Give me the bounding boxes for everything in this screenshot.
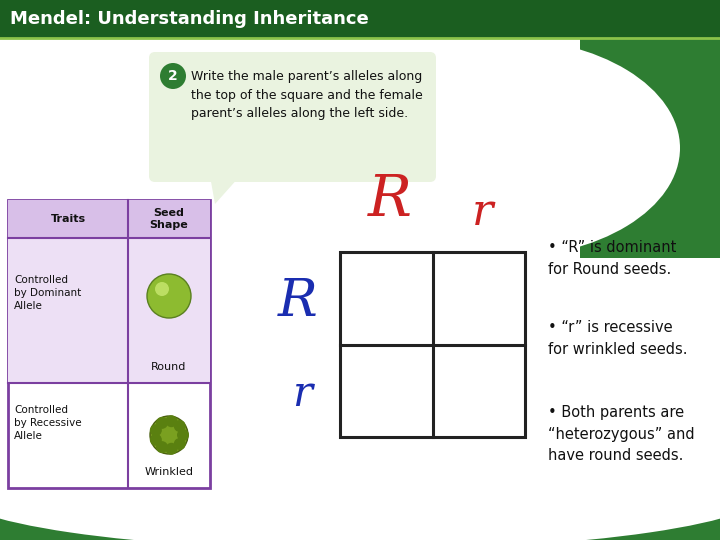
Ellipse shape — [320, 38, 680, 258]
FancyBboxPatch shape — [149, 52, 436, 182]
Text: 2: 2 — [168, 69, 178, 83]
Circle shape — [156, 417, 168, 429]
Circle shape — [147, 274, 191, 318]
Text: Round: Round — [151, 362, 186, 372]
Circle shape — [177, 429, 189, 441]
Circle shape — [150, 416, 188, 454]
Text: r: r — [472, 191, 493, 234]
Text: r: r — [292, 374, 312, 415]
Circle shape — [166, 443, 177, 455]
Text: R: R — [278, 276, 318, 327]
FancyBboxPatch shape — [340, 252, 525, 437]
Text: Controlled
by Dominant
Allele: Controlled by Dominant Allele — [14, 275, 81, 311]
FancyBboxPatch shape — [580, 38, 720, 258]
Ellipse shape — [0, 430, 720, 540]
Text: Write the male parent’s alleles along
the top of the square and the female
paren: Write the male parent’s alleles along th… — [191, 70, 423, 120]
Circle shape — [150, 424, 162, 436]
FancyBboxPatch shape — [8, 200, 210, 238]
Text: R: R — [368, 172, 412, 228]
Text: Wrinkled: Wrinkled — [145, 467, 194, 477]
Circle shape — [156, 441, 168, 453]
Circle shape — [166, 415, 177, 427]
Text: • “R” is dominant
for Round seeds.: • “R” is dominant for Round seeds. — [548, 240, 676, 276]
FancyBboxPatch shape — [0, 0, 720, 38]
Circle shape — [150, 434, 162, 446]
Circle shape — [174, 420, 186, 432]
Circle shape — [155, 282, 169, 296]
FancyBboxPatch shape — [8, 238, 210, 383]
Text: Seed
Shape: Seed Shape — [150, 208, 189, 230]
Text: • “r” is recessive
for wrinkled seeds.: • “r” is recessive for wrinkled seeds. — [548, 320, 688, 356]
Text: Mendel: Understanding Inheritance: Mendel: Understanding Inheritance — [10, 10, 369, 28]
Polygon shape — [210, 176, 240, 204]
Text: Traits: Traits — [50, 214, 86, 224]
FancyBboxPatch shape — [0, 490, 720, 540]
FancyBboxPatch shape — [8, 200, 210, 488]
Text: Controlled
by Recessive
Allele: Controlled by Recessive Allele — [14, 404, 81, 441]
Text: • Both parents are
“heterozygous” and
have round seeds.: • Both parents are “heterozygous” and ha… — [548, 405, 695, 463]
Circle shape — [174, 438, 186, 450]
Circle shape — [160, 63, 186, 89]
